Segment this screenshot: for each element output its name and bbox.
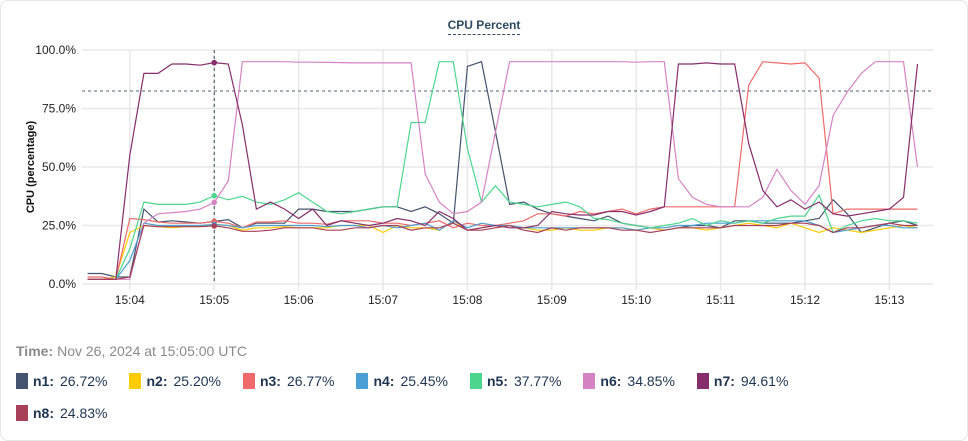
legend-item-n2[interactable]: n2: 25.20% (129, 372, 221, 390)
swatch-n1 (16, 373, 28, 389)
legend-value: 26.72% (60, 373, 108, 389)
x-tick-label: 15:08 (452, 293, 482, 307)
y-tick-label: 100.0% (35, 43, 76, 57)
legend: n1: 26.72% n2: 25.20% n3: 26.77% n4: 25.45% … (16, 372, 916, 422)
legend-item-n5[interactable]: n5: 37.77% (469, 372, 562, 390)
x-tick-label: 15:05 (199, 293, 229, 307)
crosshair-point-n5 (211, 192, 218, 199)
y-tick-label: 25.0% (42, 219, 76, 233)
legend-name: n6: (600, 373, 622, 389)
legend-value: 94.61% (740, 373, 789, 389)
x-tick-label: 15:09 (537, 293, 567, 307)
y-tick-label: 75.0% (42, 102, 76, 116)
series-line-n4 (87, 220, 918, 280)
legend-item-n4[interactable]: n4: 25.45% (356, 372, 448, 390)
x-tick-label: 15:04 (115, 293, 145, 307)
series-line-n2 (87, 220, 918, 280)
swatch-n3 (242, 373, 255, 389)
legend-value: 25.45% (400, 373, 448, 389)
series-line-n5 (87, 61, 918, 280)
legend-value: 26.77% (286, 373, 335, 389)
y-axis-label: CPU (percentage) (25, 121, 37, 214)
legend-name: n1: (33, 373, 54, 389)
x-tick-label: 15:07 (368, 293, 398, 307)
crosshair-point-n8 (211, 223, 218, 229)
legend-value: 25.20% (173, 373, 221, 389)
cpu-line-chart[interactable]: 0.0% 25.0% 50.0% 75.0% 100.0% 15:04 15:05 15:06… (0, 0, 968, 330)
legend-name: n4: (373, 373, 395, 389)
legend-value: 34.85% (627, 373, 675, 389)
legend-name: n7: (713, 373, 735, 389)
legend-name: n8: (33, 405, 54, 421)
swatch-n4 (356, 373, 369, 389)
legend-name: n5: (486, 373, 508, 389)
x-tick-label: 15:13 (874, 293, 904, 307)
chart-title-wrap: CPU Percent (0, 16, 968, 35)
swatch-n8 (16, 405, 28, 421)
chart-title[interactable]: CPU Percent (447, 18, 521, 35)
legend-item-n8[interactable]: n8: 24.83% (16, 404, 107, 422)
legend-item-n7[interactable]: n7: 94.61% (696, 372, 789, 390)
legend-item-n3[interactable]: n3: 26.77% (242, 372, 335, 390)
series-line-n8 (87, 222, 918, 280)
time-label: Time: (16, 343, 54, 359)
x-tick-label: 15:11 (706, 293, 735, 307)
y-tick-label: 0.0% (49, 277, 77, 291)
legend-value: 37.77% (513, 373, 562, 389)
x-tick-label: 15:10 (621, 293, 651, 307)
swatch-n2 (129, 373, 142, 389)
tooltip-time: Time: Nov 26, 2024 at 15:05:00 UTC (16, 343, 247, 359)
crosshair-point-n7 (211, 59, 218, 66)
swatch-n5 (469, 373, 482, 389)
series-line-n6 (87, 61, 919, 280)
legend-item-n6[interactable]: n6: 34.85% (583, 372, 675, 390)
time-value: Nov 26, 2024 at 15:05:00 UTC (57, 343, 247, 359)
x-tick-label: 15:06 (284, 293, 314, 307)
swatch-n7 (696, 373, 709, 389)
series-line-n1 (87, 60, 918, 278)
x-tick-label: 15:12 (790, 293, 820, 307)
crosshair-point-n6 (211, 199, 218, 206)
y-tick-label: 50.0% (42, 160, 76, 174)
legend-name: n3: (259, 373, 281, 389)
series-line-n3 (87, 61, 918, 280)
legend-value: 24.83% (60, 405, 108, 421)
legend-name: n2: (146, 373, 168, 389)
legend-item-n1[interactable]: n1: 26.72% (16, 372, 107, 390)
swatch-n6 (583, 373, 596, 389)
